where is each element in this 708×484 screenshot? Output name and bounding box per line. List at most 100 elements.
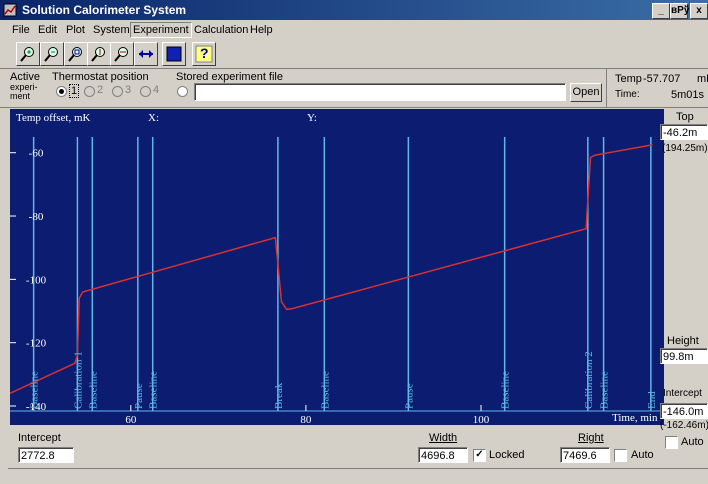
help-glyph: ? — [200, 45, 209, 61]
fit-icon — [139, 50, 153, 58]
temp-unit: mK — [697, 73, 708, 85]
close-button[interactable]: x — [690, 3, 708, 19]
menu-system[interactable]: System — [93, 24, 130, 36]
event-marker-label: Baseline — [29, 371, 41, 409]
controls-panel: Active experi- ment Thermostat position … — [0, 69, 708, 108]
event-marker-label: Calibration 1 — [72, 351, 84, 409]
restore-button[interactable]: вРў — [670, 3, 689, 19]
top-input[interactable]: -46.2m — [660, 124, 708, 140]
width-input[interactable]: 4696.8 — [418, 447, 468, 463]
x-tick-label: 80 — [300, 414, 312, 425]
zoom-x-button[interactable] — [110, 42, 134, 66]
locked-checkbox[interactable]: ✓ — [473, 449, 486, 462]
menu-experiment[interactable]: Experiment — [130, 22, 192, 38]
event-marker-label: Pause — [133, 383, 145, 409]
status-bar — [8, 468, 708, 484]
plot-background — [10, 109, 664, 425]
menu-help[interactable]: Help — [250, 24, 273, 36]
intercept-label: Intercept — [18, 432, 61, 444]
divider — [606, 69, 607, 107]
minimize-button[interactable]: _ — [652, 3, 670, 19]
zoom-out-icon — [44, 47, 58, 62]
menu-file[interactable]: File — [12, 24, 30, 36]
top-label: Top — [676, 111, 694, 123]
width-label: Width — [429, 432, 458, 444]
open-button[interactable]: Open — [570, 83, 602, 102]
event-marker-label: Baseline — [599, 371, 611, 409]
zoom-y-button[interactable] — [87, 42, 111, 66]
y-tick-label: -120 — [26, 338, 47, 350]
active-label: Active — [10, 71, 40, 83]
position-label-4: 4 — [153, 84, 160, 96]
position-radio-3[interactable] — [112, 86, 123, 97]
event-marker-label: Baseline — [148, 371, 160, 409]
position-radio-1[interactable] — [56, 86, 67, 97]
auto-checkbox-bottom[interactable] — [614, 449, 627, 462]
temperature-curve — [10, 144, 653, 394]
stored-file-label: Stored experiment file — [176, 71, 283, 83]
x-tick-label: 60 — [125, 414, 137, 425]
plot-area[interactable]: -60 -80 -100 -120 -140 60 80 100 Baseline Calibra… — [10, 109, 664, 425]
auto-label-right: Auto — [681, 436, 704, 448]
event-marker-label: End — [646, 391, 658, 409]
height-label: Height — [667, 335, 699, 347]
vertical-scale-panel: Top -46.2m (194.25m) Height 99.8m Interc… — [657, 109, 708, 454]
horizontal-scale-panel: Intercept 2772.8 Width 4696.8 ✓ Locked R… — [0, 428, 708, 468]
zoom-in-icon — [20, 47, 34, 62]
position-label-1: 1 — [69, 84, 80, 98]
position-label-2: 2 — [97, 84, 104, 96]
experiment-label-2: ment — [10, 91, 31, 101]
time-value: 5m01s — [671, 89, 705, 101]
time-label: Time: — [615, 89, 640, 100]
position-radio-2[interactable] — [84, 86, 95, 97]
x-tick-label: 100 — [473, 414, 490, 425]
help-icon — [195, 45, 213, 63]
zoom-x-icon — [114, 47, 128, 62]
window-title: Solution Calorimeter System — [22, 3, 187, 17]
zoom-area-button[interactable] — [64, 42, 88, 66]
event-marker-label: Baseline — [500, 371, 512, 409]
event-marker-label: Calibration 2 — [583, 351, 595, 409]
event-marker-label: Pause — [403, 383, 415, 409]
y-axis-title: Temp offset, mK — [16, 112, 91, 124]
auto-checkbox-right[interactable] — [665, 436, 678, 449]
help-button[interactable]: ? — [192, 42, 216, 66]
y-tick-label: -60 — [29, 148, 44, 160]
intercept-label-right: Intercept — [663, 388, 702, 399]
zoom-in-button[interactable] — [16, 42, 40, 66]
y-tick-label: -140 — [26, 401, 47, 413]
fill-icon — [166, 46, 182, 62]
stored-file-radio[interactable] — [177, 86, 188, 97]
stored-file-input[interactable] — [194, 83, 566, 101]
position-label-3: 3 — [125, 84, 132, 96]
menu-plot[interactable]: Plot — [66, 24, 85, 36]
fit-button[interactable] — [134, 42, 158, 66]
zoom-y-icon — [91, 47, 105, 62]
title-bar: Solution Calorimeter System _ вРў x — [0, 0, 708, 20]
intercept-input-right[interactable]: -146.0m — [660, 403, 708, 419]
x-axis-title: Time, min — [612, 412, 658, 424]
temp-label: Temp — [615, 73, 642, 85]
auto-label-bottom: Auto — [631, 449, 654, 461]
right-label: Right — [578, 432, 604, 444]
menu-calculation[interactable]: Calculation — [194, 24, 249, 36]
temp-value: -57.707 — [643, 73, 681, 85]
locked-label: Locked — [489, 449, 525, 461]
menu-bar: File Edit Plot System Experiment Calcula… — [0, 21, 708, 39]
zoom-area-icon — [68, 47, 82, 62]
right-input[interactable]: 7469.6 — [560, 447, 610, 463]
event-marker-label: Baseline — [87, 371, 99, 409]
position-radio-4[interactable] — [140, 86, 151, 97]
menu-edit[interactable]: Edit — [38, 24, 57, 36]
fill-button[interactable] — [162, 42, 186, 66]
event-marker-label: Baseline — [319, 371, 331, 409]
y-readout-label: Y: — [307, 112, 317, 124]
toolbar: ? — [0, 40, 708, 69]
y-tick-label: -80 — [29, 211, 44, 223]
intercept-readout: (-162.46m) — [660, 420, 708, 431]
height-input[interactable]: 99.8m — [660, 348, 708, 364]
zoom-out-button[interactable] — [40, 42, 64, 66]
intercept-input[interactable]: 2772.8 — [18, 447, 74, 463]
top-readout: (194.25m) — [662, 143, 708, 154]
